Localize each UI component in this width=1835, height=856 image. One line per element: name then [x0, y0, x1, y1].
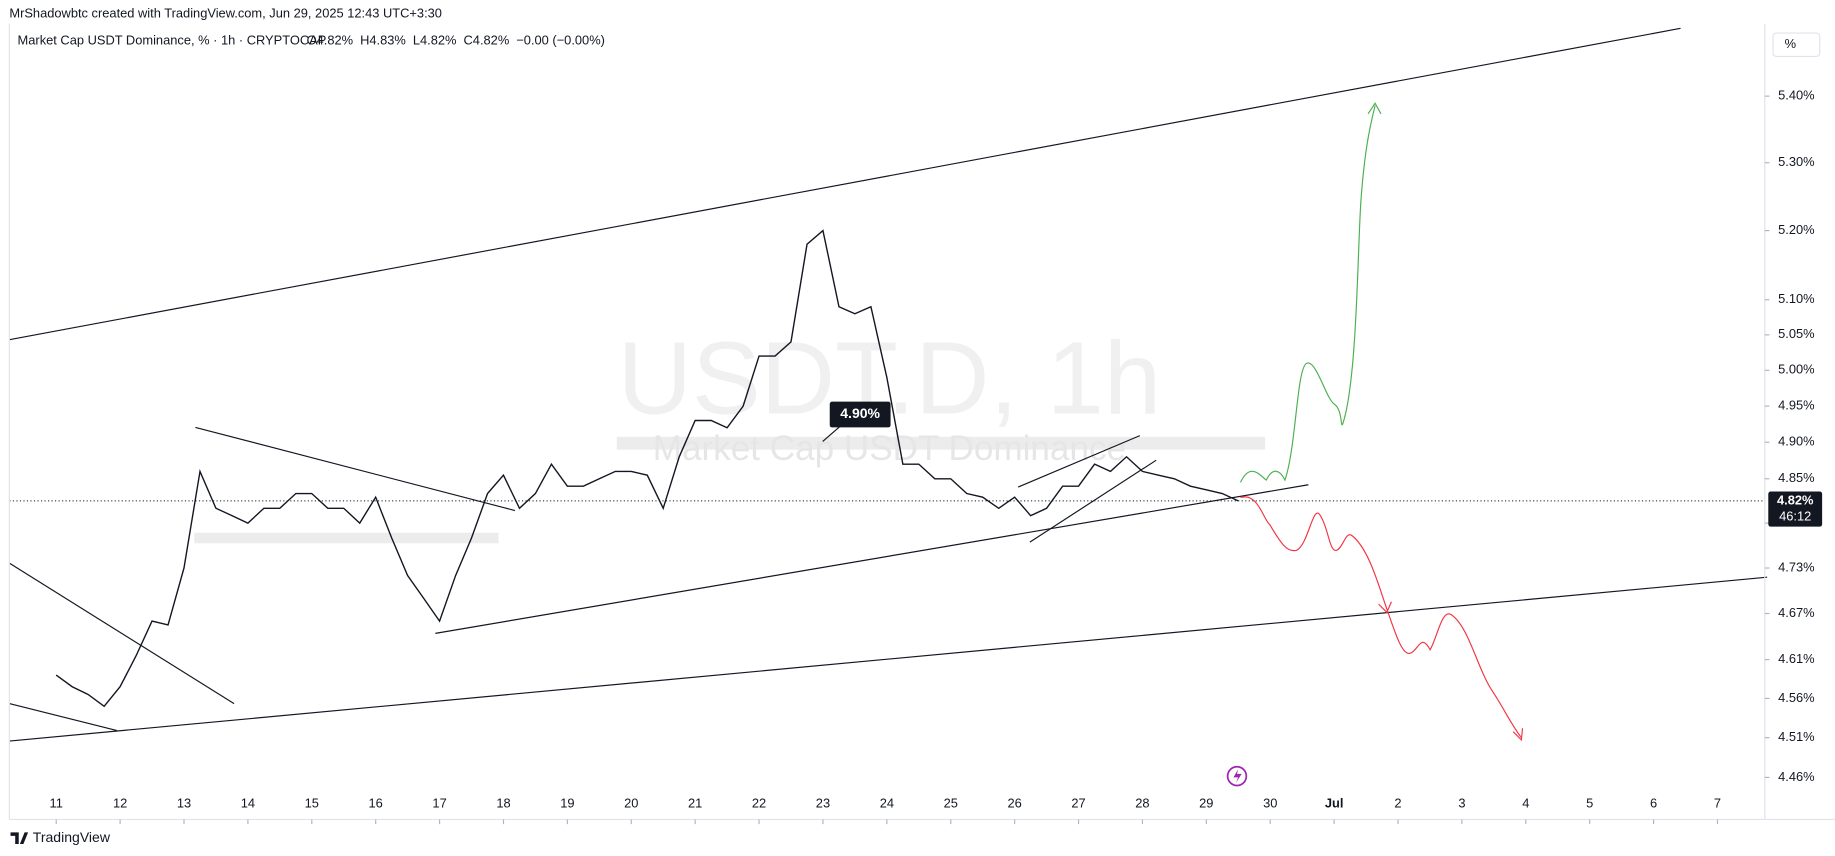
callout-text: 4.90% [840, 405, 880, 421]
arrow-head [1378, 601, 1392, 614]
x-tick-label: 3 [1458, 796, 1465, 811]
y-tick-label: 4.61% [1778, 651, 1814, 666]
y-tick-label: 4.56% [1778, 690, 1814, 705]
arrow-head [1367, 102, 1382, 115]
trendline [9, 562, 235, 705]
x-tick-label: 4 [1522, 796, 1529, 811]
y-tick-label: 4.51% [1778, 729, 1814, 744]
y-tick-label: 4.95% [1778, 397, 1814, 412]
x-tick-label: 12 [113, 796, 127, 811]
zone [194, 532, 499, 544]
brand-logo [10, 832, 29, 845]
x-tick-label: 30 [1263, 796, 1277, 811]
price-line [55, 229, 1239, 708]
x-tick-label: 13 [177, 796, 191, 811]
trendline [9, 576, 1768, 742]
x-tick-label: 16 [369, 796, 383, 811]
drawings: 4.90% [9, 27, 1768, 787]
wedge [1017, 435, 1157, 543]
y-tick-label: 4.90% [1778, 434, 1814, 449]
scale-button[interactable] [1772, 32, 1821, 58]
y-tick-label: 4.46% [1778, 769, 1814, 784]
brand: TradingView [33, 829, 111, 845]
event-icon[interactable] [1226, 765, 1248, 787]
ohlc-value: −0.00 (−0.00%) [516, 33, 605, 48]
trendline [9, 703, 118, 732]
y-tick-label: 5.10% [1778, 291, 1814, 306]
y-tick-label: 5.40% [1778, 88, 1814, 103]
y-tick-label: 4.67% [1778, 605, 1814, 620]
x-tick-label: 17 [432, 796, 446, 811]
y-tick-label: 5.20% [1778, 222, 1814, 237]
credit: MrShadowbtc created with TradingView.com… [9, 6, 442, 21]
trendline [195, 426, 516, 512]
trendline [435, 484, 1309, 634]
x-tick-label: 19 [560, 796, 574, 811]
zone [616, 436, 1266, 450]
y-tick-label: 5.30% [1778, 154, 1814, 169]
y-tick-label: 4.85% [1778, 470, 1814, 485]
arrow-head [1512, 728, 1524, 742]
background-layer: USDT.D, 1h Market Cap USDT Dominance [194, 321, 1266, 544]
x-tick-label: 2 [1394, 796, 1401, 811]
x-tick-label: 6 [1650, 796, 1657, 811]
event-icon-bolt [1233, 769, 1242, 784]
ohlc-value: C4.82% [464, 33, 510, 48]
ohlc-value: H4.83% [360, 33, 406, 48]
symbol-info: Market Cap USDT Dominance, % · 1h · CRYP… [18, 33, 327, 48]
watermark-subtitle: Market Cap USDT Dominance [653, 429, 1126, 468]
callout-pointer [822, 425, 841, 442]
x-tick-label: 5 [1586, 796, 1593, 811]
x-tick-label: 14 [241, 796, 255, 811]
x-tick-label: 7 [1714, 796, 1721, 811]
projection-up [1239, 105, 1376, 483]
callout [829, 401, 891, 428]
x-tick-label: 26 [1007, 796, 1021, 811]
scale-button-text[interactable]: % [1785, 36, 1796, 51]
x-tick-label: 21 [688, 796, 702, 811]
x-tick-label: 11 [50, 796, 63, 811]
price-tag-label: 4.82% [1777, 492, 1814, 507]
y-tick-label: 5.00% [1778, 362, 1814, 377]
plot [9, 229, 1765, 708]
price-tag [1768, 491, 1823, 527]
x-tick-label: 25 [944, 796, 958, 811]
x-tick-label: 28 [1135, 796, 1149, 811]
projection-down [1240, 496, 1522, 738]
y-tick-label: 5.05% [1778, 326, 1814, 341]
x-tick-label: 27 [1071, 796, 1085, 811]
x-tick-label: 18 [496, 796, 510, 811]
y-tick-label: 4.73% [1778, 559, 1814, 574]
trendline [9, 27, 1681, 341]
ohlc-value: L4.82% [413, 33, 457, 48]
x-tick-label: 29 [1199, 796, 1213, 811]
countdown: 46:12 [1779, 509, 1811, 524]
ohlc: O4.82% H4.83% L4.82% C4.82% −0.00 (−0.00%) [307, 33, 605, 48]
x-tick-label: 23 [816, 796, 830, 811]
ohlc-value: O4.82% [307, 33, 353, 48]
x-tick-label: Jul [1325, 796, 1344, 811]
x-tick-label: 22 [752, 796, 766, 811]
x-tick-label: 24 [880, 796, 894, 811]
x-tick-label: 15 [305, 796, 319, 811]
x-tick-label: 20 [624, 796, 638, 811]
